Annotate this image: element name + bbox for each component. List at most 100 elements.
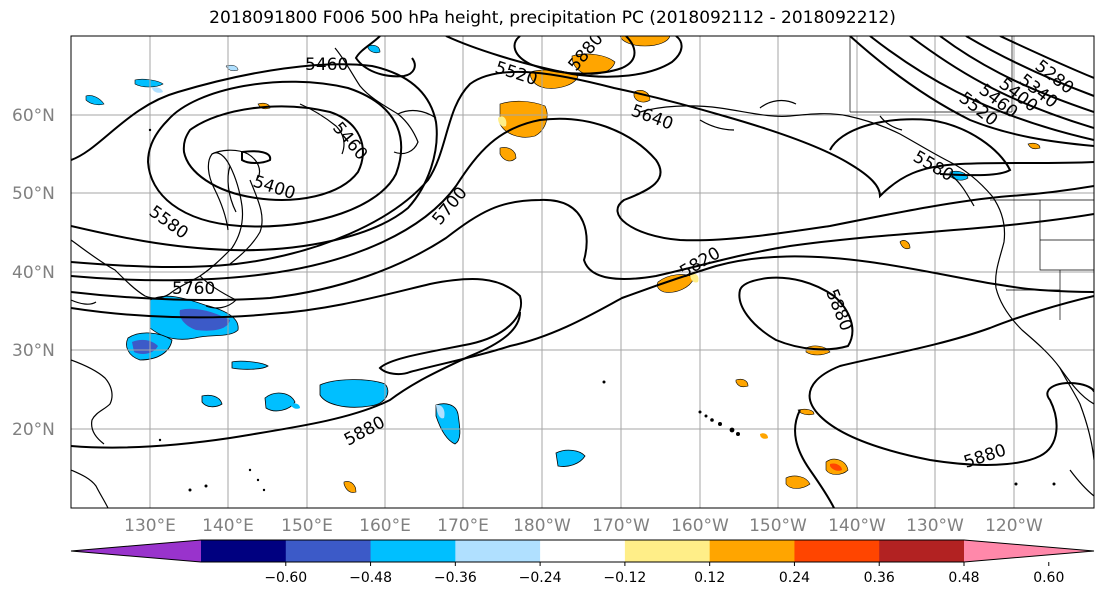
contour-5460-ne bbox=[909, 36, 1094, 129]
colorbar-segment bbox=[455, 540, 541, 562]
contour-5640 bbox=[71, 70, 1094, 269]
contour-5400 bbox=[241, 150, 272, 164]
colorbar-segment bbox=[370, 540, 456, 562]
colorbar-tick-labels: −0.60 −0.48 −0.36 −0.24 −0.12 0.12 0.24 0.36 0.4… bbox=[264, 562, 1064, 586]
lat-label: 20°N bbox=[12, 420, 55, 440]
lat-label: 50°N bbox=[12, 184, 55, 204]
colorbar-tick-label: −0.48 bbox=[349, 570, 392, 586]
colorbar-tick-label: 0.48 bbox=[948, 570, 979, 586]
precip-negative-region bbox=[367, 44, 381, 54]
colorbar-outline bbox=[70, 539, 1095, 563]
lon-label: 140°W bbox=[828, 516, 886, 536]
colorbar-segment bbox=[879, 540, 965, 562]
contour-5460-north bbox=[354, 36, 416, 78]
lon-label: 130°W bbox=[906, 516, 964, 536]
political-borders bbox=[849, 36, 1094, 320]
contour-5520-ne bbox=[869, 36, 1094, 141]
lon-label: 180°W bbox=[513, 516, 571, 536]
contour-5340 bbox=[965, 36, 1094, 97]
precip-negative-region bbox=[85, 95, 105, 106]
precip-negative-light bbox=[152, 87, 163, 93]
colorbar-segment bbox=[540, 540, 626, 562]
colorbar-tick-label: −0.12 bbox=[603, 570, 646, 586]
colorbar bbox=[70, 539, 1095, 563]
precip-positive-light bbox=[498, 116, 507, 127]
colorbar-segment bbox=[709, 540, 795, 562]
precip-positive-region bbox=[899, 240, 911, 250]
colorbar-tick-label: −0.36 bbox=[434, 570, 477, 586]
colorbar-segment bbox=[201, 540, 287, 562]
colorbar-tick-label: −0.24 bbox=[519, 570, 562, 586]
map-title: 2018091800 F006 500 hPa height, precipit… bbox=[209, 8, 896, 28]
precip-negative-region bbox=[555, 449, 586, 467]
precip-negative-region bbox=[231, 360, 269, 370]
precip-positive-region bbox=[656, 274, 695, 293]
map-panel: 5460 5520 5460 5400 5580 5640 5700 5760 … bbox=[70, 35, 1095, 509]
colorbar-tick-label: −0.60 bbox=[264, 570, 307, 586]
contour-5520-east bbox=[513, 36, 636, 75]
lon-label: 120°W bbox=[985, 516, 1043, 536]
colorbar-segment bbox=[794, 540, 880, 562]
lon-label: 160°W bbox=[671, 516, 729, 536]
contour-5400-ne bbox=[939, 36, 1094, 113]
height-contours bbox=[71, 36, 1094, 508]
precip-positive-strong bbox=[830, 463, 842, 471]
precip-negative-region bbox=[264, 392, 296, 412]
contour-5580 bbox=[71, 63, 438, 252]
lat-label: 60°N bbox=[12, 106, 55, 126]
colorbar-segment bbox=[624, 540, 711, 562]
contour-5880-west bbox=[71, 311, 521, 449]
precip-positive-region bbox=[760, 433, 768, 439]
contour-5520 bbox=[146, 80, 403, 228]
precip-negative-region bbox=[134, 78, 164, 88]
precip-positive-region bbox=[785, 475, 811, 489]
contour-label: 5760 bbox=[172, 279, 215, 299]
lon-label: 130°E bbox=[124, 516, 176, 536]
colorbar-tick-label: 0.60 bbox=[1033, 570, 1064, 586]
contour-5820 bbox=[71, 255, 1094, 376]
precip-negative-region bbox=[201, 394, 223, 408]
precip-positive-region bbox=[1027, 142, 1041, 150]
precip-negative-region bbox=[319, 379, 389, 408]
contour-5760 bbox=[71, 198, 1094, 301]
lon-label: 170°E bbox=[437, 516, 489, 536]
colorbar-extend-min bbox=[71, 540, 201, 562]
contour-label: 5460 bbox=[305, 55, 348, 75]
lat-label: 40°N bbox=[12, 263, 55, 283]
contour-5700 bbox=[71, 117, 1094, 282]
longitude-labels: 130°E 140°E 150°E 160°E 170°E 180°W 170°… bbox=[124, 516, 1043, 536]
lat-label: 30°N bbox=[12, 341, 55, 361]
contour-5640-ne bbox=[829, 118, 1012, 177]
lon-label: 150°E bbox=[281, 516, 333, 536]
colorbar-tick-label: 0.12 bbox=[694, 570, 725, 586]
lon-label: 160°E bbox=[359, 516, 411, 536]
colorbar-tick-label: 0.36 bbox=[864, 570, 895, 586]
map-frame bbox=[70, 35, 1095, 509]
precip-positive-light bbox=[690, 273, 699, 283]
contour-5280 bbox=[999, 36, 1094, 79]
precip-negative-strong bbox=[179, 308, 230, 331]
colorbar-segment bbox=[285, 540, 372, 562]
precip-positive-region bbox=[499, 147, 517, 162]
lon-label: 170°W bbox=[592, 516, 650, 536]
precip-positive-region bbox=[343, 481, 357, 493]
contour-5880-south bbox=[794, 409, 835, 508]
coastlines bbox=[71, 47, 1094, 508]
islands bbox=[148, 128, 1056, 492]
precip-positive-region bbox=[735, 378, 749, 388]
graticule bbox=[71, 36, 1094, 508]
colorbar-tick-label: 0.24 bbox=[779, 570, 810, 586]
contour-5880-east bbox=[808, 295, 1094, 466]
precip-negative-region bbox=[290, 403, 300, 409]
contour-5580-north bbox=[445, 36, 683, 78]
contour-5580-ne bbox=[849, 36, 1094, 147]
precip-negative-light bbox=[436, 404, 445, 419]
lon-label: 140°E bbox=[202, 516, 254, 536]
colorbar-extend-max bbox=[964, 540, 1094, 562]
latitude-labels: 60°N 50°N 40°N 30°N 20°N bbox=[12, 106, 55, 440]
precip-positive-region bbox=[797, 408, 815, 416]
contour-5880-central bbox=[738, 276, 854, 351]
contour-5460-low bbox=[182, 105, 364, 201]
lon-label: 150°W bbox=[749, 516, 807, 536]
